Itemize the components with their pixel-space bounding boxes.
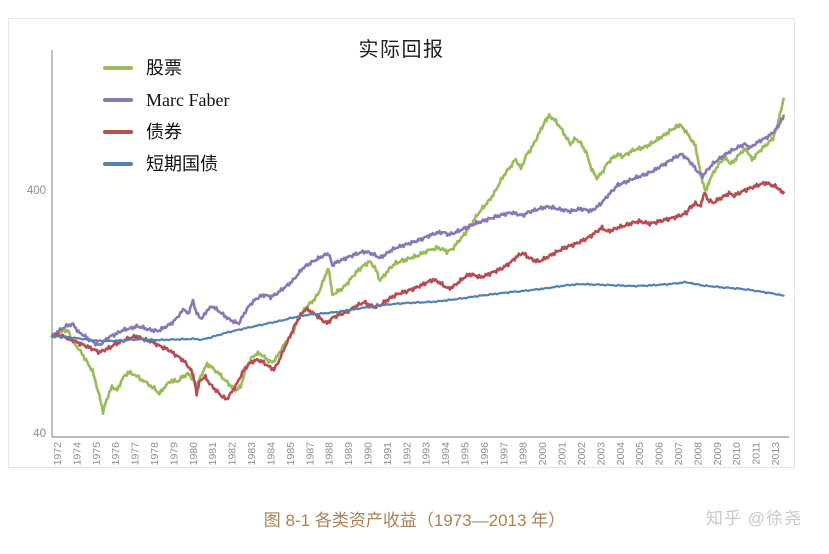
legend-item-stocks: 股票 [103, 52, 229, 84]
x-tick-label: 2013 [770, 442, 782, 466]
legend-item-marc-faber: Marc Faber [103, 84, 229, 116]
x-tick-label: 1996 [479, 442, 491, 466]
x-tick-label: 1982 [227, 442, 239, 466]
x-tick-label: 2009 [712, 442, 724, 466]
x-tick-label: 1990 [362, 442, 374, 466]
x-tick-label: 1975 [91, 442, 103, 466]
x-tick-label: 1972 [52, 442, 64, 466]
x-tick-label: 2000 [537, 442, 549, 466]
x-tick-label: 1991 [382, 442, 394, 466]
x-tick-label: 2005 [634, 442, 646, 466]
x-tick-label: 1981 [207, 442, 219, 466]
series-line-2 [50, 180, 785, 401]
y-tick-label: 400 [27, 185, 46, 197]
legend-swatch-tbills [103, 162, 133, 166]
x-tick-label: 1997 [498, 442, 510, 466]
legend-swatch-bonds [103, 130, 133, 134]
series-line-0 [50, 97, 785, 415]
legend-item-bonds: 债券 [103, 116, 229, 148]
legend-swatch-marc-faber [103, 98, 133, 102]
x-tick-label: 1987 [304, 442, 316, 466]
watermark: 知乎 @徐尧 [706, 504, 802, 529]
x-tick-label: 2007 [673, 442, 685, 466]
x-tick-label: 1985 [285, 442, 297, 466]
x-tick-label: 1983 [246, 442, 258, 466]
legend-item-tbills: 短期国债 [103, 148, 229, 180]
x-tick-label: 1978 [149, 442, 161, 466]
x-tick-label: 1988 [324, 442, 336, 466]
legend-label-stocks: 股票 [146, 58, 182, 78]
x-tick-label: 1984 [265, 442, 277, 466]
legend-label-marc-faber: Marc Faber [146, 90, 230, 110]
x-tick-label: 1998 [518, 442, 530, 466]
chart-frame [8, 18, 795, 468]
legend-label-bonds: 债券 [146, 122, 182, 142]
x-tick-label: 1979 [168, 442, 180, 466]
chart-legend: 股票 Marc Faber 债券 短期国债 [103, 52, 229, 180]
watermark-text: 知乎 @徐尧 [706, 509, 802, 528]
legend-label-tbills: 短期国债 [146, 154, 218, 174]
x-tick-label: 2004 [615, 442, 627, 466]
x-tick-label: 1977 [130, 442, 142, 466]
x-tick-label: 1994 [440, 442, 452, 466]
chart-title: 实际回报 [358, 39, 445, 61]
x-tick-label: 1995 [460, 442, 472, 466]
x-tick-label: 2008 [692, 442, 704, 466]
x-tick-label: 1974 [71, 442, 83, 466]
x-tick-label: 2003 [595, 442, 607, 466]
x-tick-label: 1976 [110, 442, 122, 466]
x-tick-label: 1989 [343, 442, 355, 466]
x-tick-label: 2010 [731, 442, 743, 466]
x-tick-label: 2002 [576, 442, 588, 466]
x-tick-label: 2006 [654, 442, 666, 466]
series-line-1 [50, 114, 785, 347]
x-tick-label: 1993 [421, 442, 433, 466]
x-tick-label: 2001 [557, 442, 569, 466]
y-tick-label: 40 [33, 428, 46, 440]
x-tick-label: 1980 [188, 442, 200, 466]
legend-swatch-stocks [103, 66, 133, 70]
figure-caption: 图 8-1 各类资产收益（1973—2013 年） [263, 511, 566, 530]
series-line-3 [50, 280, 785, 343]
x-tick-label: 1992 [401, 442, 413, 466]
x-tick-label: 2011 [751, 442, 763, 465]
